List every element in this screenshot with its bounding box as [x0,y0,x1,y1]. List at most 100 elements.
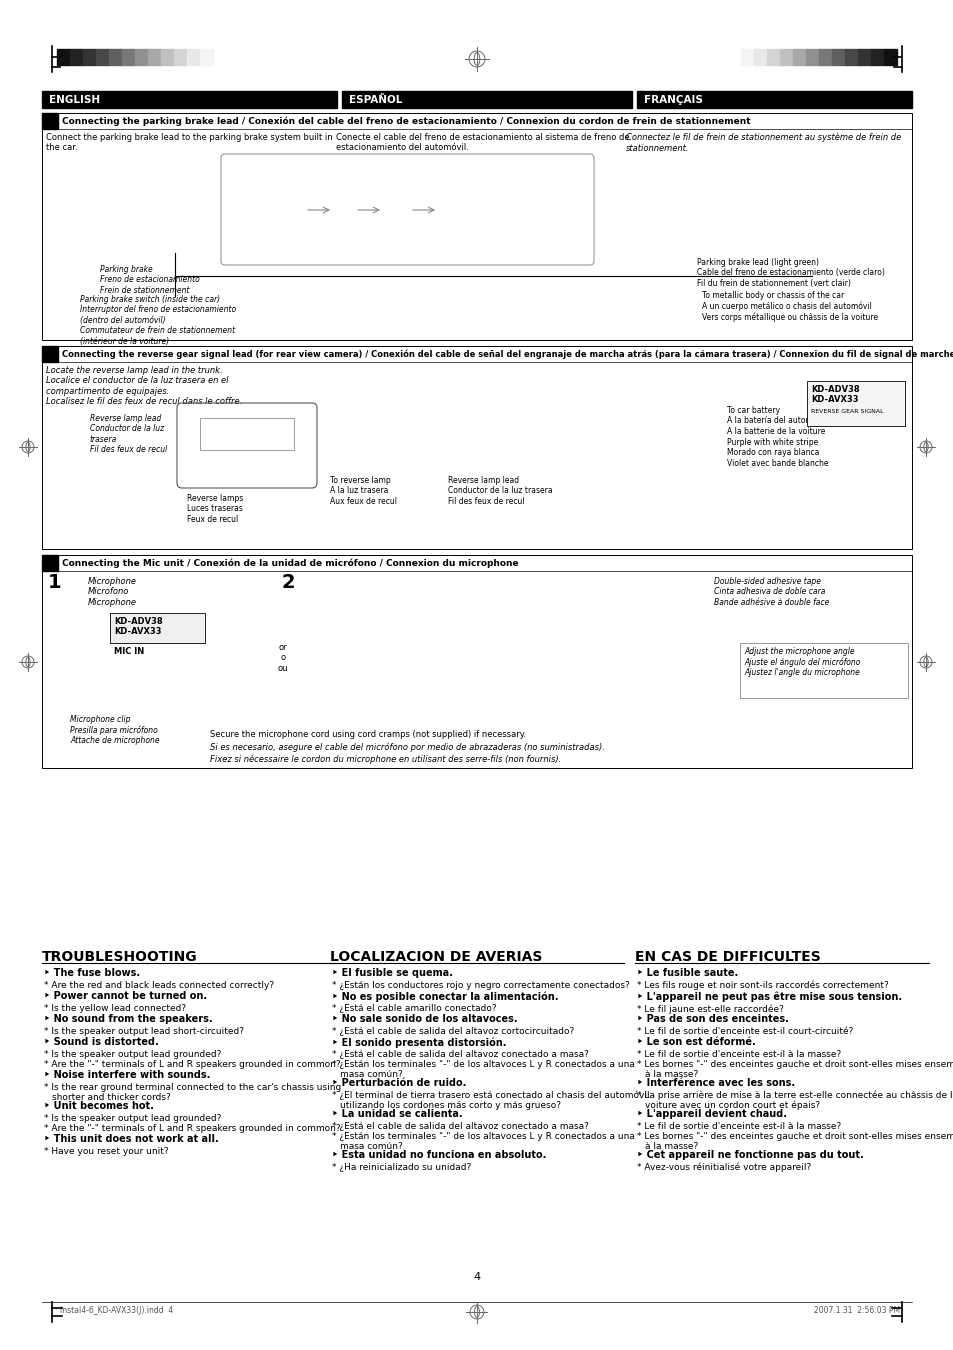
Bar [805,49,818,65]
Text: ‣ Interférence avec les sons.: ‣ Interférence avec les sons. [637,1079,794,1088]
Text: * Les bornes "-" des enceintes gauche et droit sont-elles mises ensemble: * Les bornes "-" des enceintes gauche et… [637,1133,953,1141]
Text: ‣ Le fusible saute.: ‣ Le fusible saute. [637,968,738,977]
Text: ‣ L'appareil ne peut pas être mise sous tension.: ‣ L'appareil ne peut pas être mise sous … [637,991,902,1002]
Bar [753,49,766,65]
Text: ‣ No sound from the speakers.: ‣ No sound from the speakers. [44,1014,213,1025]
Text: ENGLISH: ENGLISH [49,95,100,105]
Text: ‣ This unit does not work at all.: ‣ This unit does not work at all. [44,1134,218,1143]
Bar [740,643,907,698]
Text: ‣ Cet appareil ne fonctionne pas du tout.: ‣ Cet appareil ne fonctionne pas du tout… [637,1150,862,1160]
Text: masa común?: masa común? [339,1071,402,1079]
Bar [42,90,336,108]
Text: KD-ADV38
KD-AVX33: KD-ADV38 KD-AVX33 [810,385,859,405]
Bar [806,381,904,427]
Bar [200,418,294,450]
Bar [883,49,896,65]
Text: Locate the reverse lamp lead in the trunk.
Localice el conductor de la luz trase: Locate the reverse lamp lead in the trun… [46,366,242,406]
Text: masa común?: masa común? [339,1142,402,1152]
Bar [148,49,161,65]
Bar [96,49,109,65]
Text: * Have you reset your unit?: * Have you reset your unit? [44,1148,169,1156]
Text: Parking brake
Freno de estacionamiento
Frein de stationnement: Parking brake Freno de estacionamiento F… [100,265,199,294]
Text: To reverse lamp
A la luz trasera
Aux feux de recul: To reverse lamp A la luz trasera Aux feu… [330,477,396,506]
Text: * Is the rear ground terminal connected to the car's chassis using: * Is the rear ground terminal connected … [44,1083,341,1092]
Bar [831,49,844,65]
Bar [161,49,173,65]
Text: TROUBLESHOOTING: TROUBLESHOOTING [42,950,197,964]
Text: * Is the speaker output lead short-circuited?: * Is the speaker output lead short-circu… [44,1027,244,1035]
Text: à la masse?: à la masse? [644,1071,698,1079]
Text: * Le fil de sortie d'enceinte est-il court-circuité?: * Le fil de sortie d'enceinte est-il cou… [637,1027,853,1035]
Text: Purple with white stripe
Morado con raya blanca
Violet avec bande blanche: Purple with white stripe Morado con raya… [726,437,827,468]
Text: ‣ La unidad se calienta.: ‣ La unidad se calienta. [332,1108,462,1119]
Text: Connect the parking brake lead to the parking brake system built in
the car.: Connect the parking brake lead to the pa… [46,134,333,153]
Text: * ¿Ha reinicializado su unidad?: * ¿Ha reinicializado su unidad? [332,1162,471,1172]
Bar [83,49,96,65]
Text: ‣ The fuse blows.: ‣ The fuse blows. [44,968,140,977]
Text: ‣ L'appareil devient chaud.: ‣ L'appareil devient chaud. [637,1108,786,1119]
Text: shorter and thicker cords?: shorter and thicker cords? [52,1094,171,1102]
Bar [42,346,58,362]
Text: * ¿Están los conductores rojo y negro correctamente conectados?: * ¿Están los conductores rojo y negro co… [332,981,629,990]
Bar [109,49,122,65]
Bar [780,49,792,65]
Text: To car battery
A la batería del automóvil
A la batterie de la voiture: To car battery A la batería del automóvi… [726,406,825,436]
Text: To metallic body or chassis of the car
A un cuerpo metálico o chasis del automóv: To metallic body or chassis of the car A… [701,292,877,323]
Text: * ¿Están los terminales "-" de los altavoces L y R conectados a una: * ¿Están los terminales "-" de los altav… [332,1133,634,1141]
Text: ‣ Sound is distorted.: ‣ Sound is distorted. [44,1037,158,1048]
Bar [844,49,857,65]
Text: * Is the speaker output lead grounded?: * Is the speaker output lead grounded? [44,1114,221,1123]
Text: * Le fil de sortie d'enceinte est-il à la masse?: * Le fil de sortie d'enceinte est-il à l… [637,1122,841,1131]
Bar [110,613,205,643]
Text: * ¿Está el cable amarillo conectado?: * ¿Está el cable amarillo conectado? [332,1004,497,1012]
Text: ‣ Pas de son des enceintes.: ‣ Pas de son des enceintes. [637,1014,788,1025]
Text: Si es necesario, asegure el cable del micrófono por medio de abrazaderas (no sum: Si es necesario, asegure el cable del mi… [210,743,604,752]
Text: 2007.1.31  2:56:03 PM: 2007.1.31 2:56:03 PM [813,1305,899,1315]
Text: * Le fil de sortie d'enceinte est-il à la masse?: * Le fil de sortie d'enceinte est-il à l… [637,1050,841,1058]
Text: ‣ Noise interfere with sounds.: ‣ Noise interfere with sounds. [44,1071,211,1080]
Text: ‣ El fusible se quema.: ‣ El fusible se quema. [332,968,453,977]
Text: ‣ No es posible conectar la alimentación.: ‣ No es posible conectar la alimentación… [332,991,558,1002]
Text: * Is the speaker output lead grounded?: * Is the speaker output lead grounded? [44,1050,221,1058]
Text: Connectez le fil de frein de stationnement au système de frein de
stationnement.: Connectez le fil de frein de stationneme… [625,134,901,153]
Bar [42,113,58,130]
Text: utilizando los cordones más corto y más grueso?: utilizando los cordones más corto y más … [339,1102,560,1110]
Text: ‣ Le son est déformé.: ‣ Le son est déformé. [637,1037,755,1048]
Bar [42,555,58,571]
Text: FRANÇAIS: FRANÇAIS [643,95,702,105]
Bar [792,49,805,65]
Text: Reverse lamp lead
Conductor de la luz
trasera
Fil des feux de recul: Reverse lamp lead Conductor de la luz tr… [90,414,167,454]
Text: Reverse lamp lead
Conductor de la luz trasera
Fil des feux de recul: Reverse lamp lead Conductor de la luz tr… [448,477,552,506]
Text: * ¿El terminal de tierra trasero está conectado al chasis del automóvil: * ¿El terminal de tierra trasero está co… [332,1091,649,1100]
Bar [173,49,187,65]
Bar [42,113,911,340]
Bar [135,49,148,65]
Text: LOCALIZACION DE AVERIAS: LOCALIZACION DE AVERIAS [330,950,542,964]
Bar [122,49,135,65]
Text: Instal4-6_KD-AVX33(J).indd  4: Instal4-6_KD-AVX33(J).indd 4 [60,1305,173,1315]
Text: * Avez-vous réinitialisé votre appareil?: * Avez-vous réinitialisé votre appareil? [637,1162,810,1173]
Text: ‣ El sonido presenta distorsión.: ‣ El sonido presenta distorsión. [332,1037,506,1048]
Bar [766,49,780,65]
Text: * Are the "-" terminals of L and R speakers grounded in common?: * Are the "-" terminals of L and R speak… [44,1060,340,1069]
Text: Double-sided adhesive tape
Cinta adhesiva de doble cara
Bande adhésive à double : Double-sided adhesive tape Cinta adhesiv… [713,576,828,606]
Text: * ¿Está el cable de salida del altavoz conectado a masa?: * ¿Está el cable de salida del altavoz c… [332,1122,588,1131]
Text: ‣ Power cannot be turned on.: ‣ Power cannot be turned on. [44,991,207,1000]
Text: ‣ Unit becomes hot.: ‣ Unit becomes hot. [44,1102,153,1111]
Text: Adjust the microphone angle
Ajuste el ángulo del micrófono
Ajustez l'angle du mi: Adjust the microphone angle Ajuste el án… [743,647,860,678]
Text: Secure the microphone cord using cord cramps (not supplied) if necessary.: Secure the microphone cord using cord cr… [210,730,525,738]
Bar [70,49,83,65]
Text: * Les bornes "-" des enceintes gauche et droit sont-elles mises ensemble: * Les bornes "-" des enceintes gauche et… [637,1060,953,1069]
Text: ‣ No sale sonido de los altavoces.: ‣ No sale sonido de los altavoces. [332,1014,517,1025]
Text: * Are the "-" terminals of L and R speakers grounded in common?: * Are the "-" terminals of L and R speak… [44,1125,340,1133]
Bar [42,346,911,549]
Bar [870,49,883,65]
Bar [740,49,753,65]
Text: Parking brake lead (light green)
Cable del freno de estacionamiento (verde claro: Parking brake lead (light green) Cable d… [697,258,884,288]
Text: C: C [47,558,53,568]
Text: Conecte el cable del freno de estacionamiento al sistema de freno de
estacionami: Conecte el cable del freno de estacionam… [335,134,629,153]
Text: * Is the yellow lead connected?: * Is the yellow lead connected? [44,1004,186,1012]
Text: ‣ Perturbación de ruido.: ‣ Perturbación de ruido. [332,1079,466,1088]
Text: REVERSE GEAR SIGNAL: REVERSE GEAR SIGNAL [810,409,882,414]
Text: Microphone
Microfono
Microphone: Microphone Microfono Microphone [88,576,137,606]
